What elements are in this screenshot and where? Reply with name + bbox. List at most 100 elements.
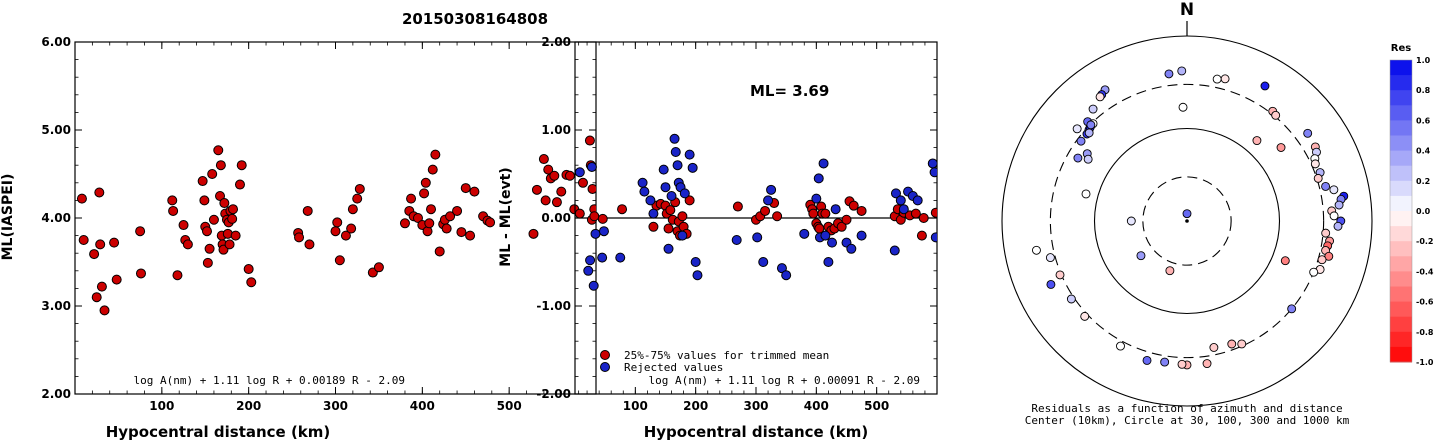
colorbar-segment (1390, 195, 1412, 212)
left-data-point-red (587, 183, 596, 194)
middle-data-point-blue (820, 230, 831, 241)
station-residual-marker (1310, 159, 1320, 169)
middle-data-point-red (732, 201, 743, 212)
left-data-point-red (213, 145, 224, 156)
left-data-point-red (207, 169, 218, 179)
station-residual-marker (1066, 294, 1076, 304)
left-data-point-red (406, 193, 417, 204)
middle-data-point-red (841, 214, 852, 225)
left-data-point-red (94, 187, 105, 198)
middle-data-point-red (589, 211, 600, 222)
middle-data-point-red (684, 195, 695, 206)
station-residual-marker (1280, 256, 1290, 266)
north-label: N (1180, 0, 1194, 20)
left-data-point-red (556, 186, 567, 197)
station-residual-marker (1086, 120, 1096, 130)
colorbar-segment (1390, 180, 1412, 197)
left-x-tick-label: 200 (236, 399, 261, 413)
colorbar-tick-label: 0.6 (1416, 116, 1431, 125)
middle-data-point-blue (731, 235, 742, 245)
left-data-point-red (224, 239, 235, 250)
left-data-point-red (340, 230, 351, 241)
left-data-point-red (347, 204, 358, 215)
legend-label-rejected: Rejected values (624, 361, 723, 374)
legend-marker-trimmed-mean (600, 350, 610, 360)
middle-data-point-blue (637, 177, 648, 188)
station-residual-marker (1212, 74, 1222, 84)
left-data-point-red (243, 264, 254, 275)
left-y-tick-label: 2.00 (41, 387, 71, 401)
middle-data-point-blue (672, 160, 683, 171)
station-residual-marker (1177, 359, 1187, 369)
left-data-point-red (111, 274, 122, 285)
station-residual-marker (1303, 128, 1313, 138)
middle-x-tick-label: 500 (864, 399, 889, 413)
colorbar-segment (1390, 90, 1412, 106)
left-data-point-red (352, 193, 363, 204)
middle-y-tick-label: 0.00 (541, 211, 571, 225)
station-residual-marker (1178, 102, 1188, 112)
middle-data-point-blue (846, 243, 857, 254)
station-residual-marker (1032, 245, 1041, 255)
colorbar-segment (1390, 150, 1412, 167)
station-residual-marker (1237, 339, 1247, 349)
station-residual-marker (1055, 270, 1065, 280)
left-data-point-red (208, 214, 219, 225)
event-title: 20150308164808 (402, 10, 548, 28)
middle-data-point-red (918, 213, 929, 223)
station-residual-marker (1202, 359, 1212, 369)
middle-data-point-red (820, 208, 831, 219)
left-data-point-red (456, 227, 467, 238)
epicenter-marker (1185, 219, 1189, 223)
left-data-point-red (424, 218, 435, 229)
left-data-point-red (419, 188, 430, 199)
colorbar-title: Res (1391, 43, 1411, 54)
colorbar-segment (1390, 165, 1412, 182)
middle-data-point-blue (666, 191, 677, 201)
colorbar-tick-label: -0.8 (1416, 328, 1434, 337)
colorbar-segment (1390, 135, 1412, 152)
left-data-point-red (234, 179, 245, 190)
middle-data-point-blue (758, 257, 769, 267)
left-data-point-red (412, 213, 423, 223)
left-data-point-red (204, 243, 215, 254)
left-data-point-red (564, 170, 575, 181)
middle-formula: log A(nm) + 1.11 log R + 0.00091 R - 2.0… (648, 374, 920, 387)
left-data-point-red (95, 239, 106, 250)
left-data-point-red (227, 213, 238, 224)
middle-data-point-red (760, 205, 771, 216)
left-data-point-red (528, 228, 539, 239)
left-y-tick-label: 4.00 (41, 211, 71, 225)
middle-x-tick-label: 300 (743, 399, 768, 413)
left-data-point-red (420, 177, 431, 188)
station-residual-marker (1220, 74, 1230, 84)
left-y-tick-label: 3.00 (41, 299, 71, 313)
station-residual-marker (1160, 357, 1170, 367)
left-data-point-red (469, 186, 480, 197)
left-data-point-red (430, 149, 441, 160)
residual-colorbar: Res 1.0 0.8 0.6 0.4 0.2 0.0 -0.2 -0.4 -0.6 -0.8 -1… (1389, 43, 1434, 367)
left-data-point-red (168, 205, 179, 216)
left-y-axis-label: ML(IASPEI) (0, 174, 16, 261)
middle-data-point-red (617, 204, 628, 215)
station-residual-marker (1333, 221, 1343, 231)
colorbar-tick-label: 0.4 (1416, 147, 1431, 156)
colorbar-segment (1390, 211, 1412, 227)
left-data-point-red (230, 230, 241, 241)
colorbar-segment (1390, 346, 1412, 363)
left-data-point-red (219, 198, 230, 209)
station-residual-marker (1046, 280, 1056, 289)
middle-data-point-red (648, 221, 659, 232)
middle-data-point-blue (660, 182, 671, 193)
middle-data-point-blue (645, 195, 656, 206)
station-residual-marker (1317, 255, 1327, 265)
middle-data-point-blue (658, 164, 669, 175)
ml-annotation: ML= 3.69 (750, 82, 829, 100)
left-data-point-red (78, 235, 89, 245)
middle-y-tick-label: -1.00 (536, 299, 571, 313)
polar-caption-line1: Residuals as a function of azimuth and d… (1031, 402, 1342, 415)
left-y-tick-label: 6.00 (41, 35, 71, 49)
left-data-point-red (426, 204, 437, 215)
left-data-point-red (215, 191, 226, 201)
left-data-point-red (332, 217, 343, 228)
